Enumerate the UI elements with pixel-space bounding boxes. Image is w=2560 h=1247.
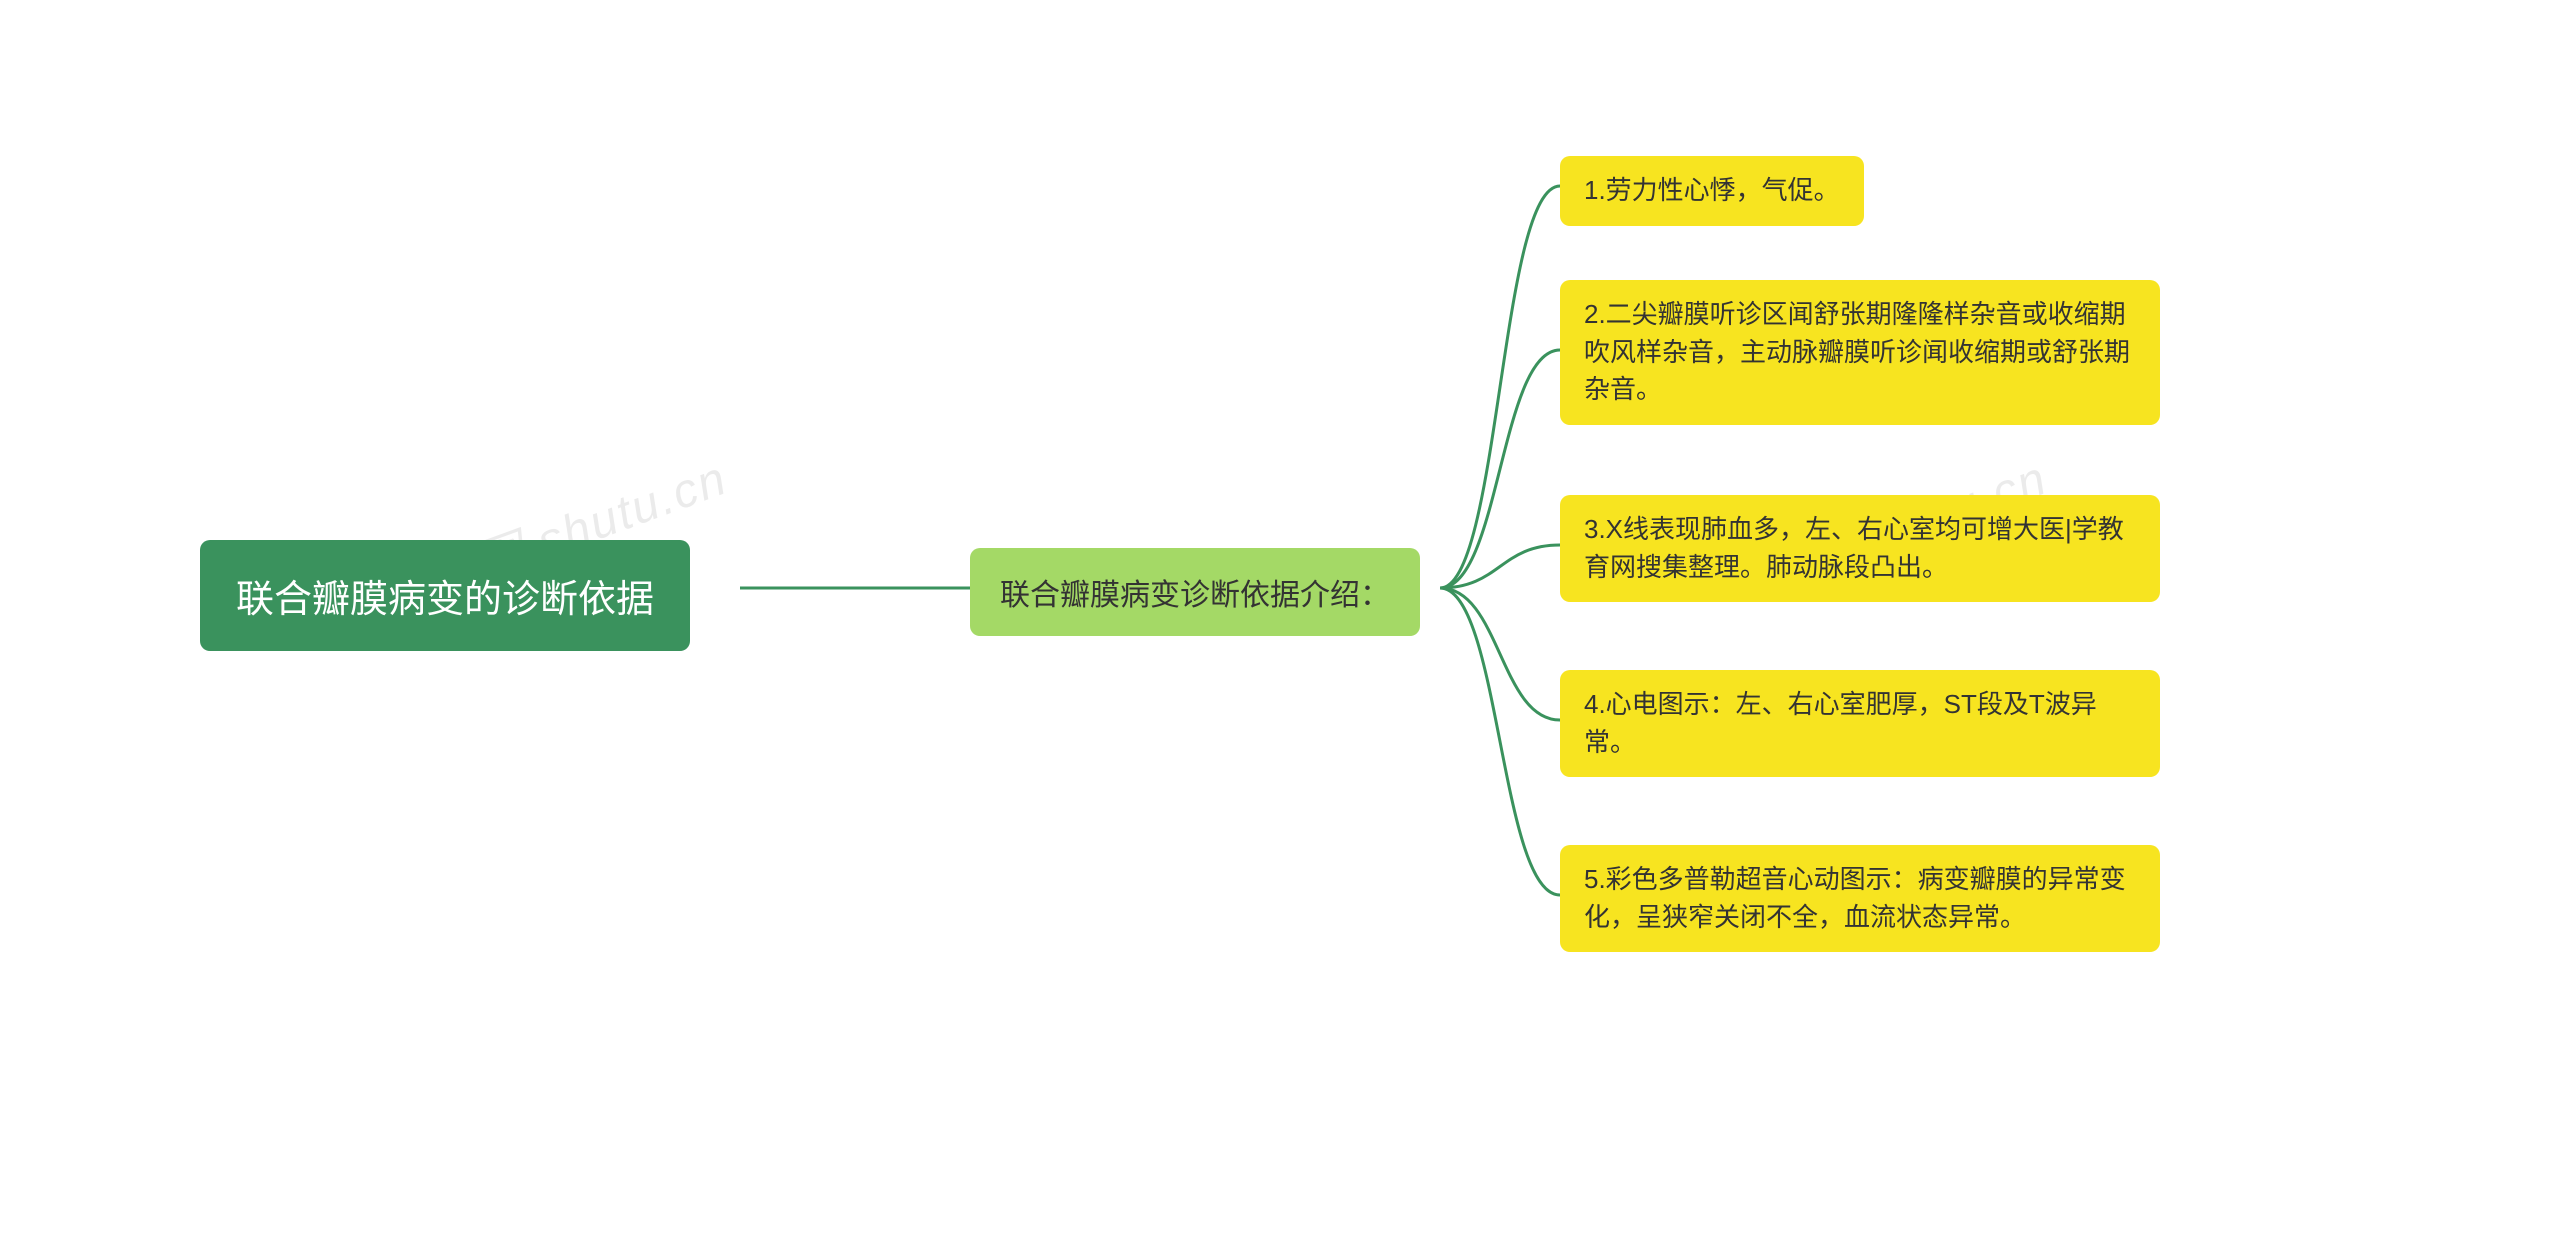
connector-l1-leaf0: [1440, 186, 1560, 588]
leaf-node-0[interactable]: 1.劳力性心悸，气促。: [1560, 156, 1864, 226]
leaf-node-1[interactable]: 2.二尖瓣膜听诊区闻舒张期隆隆样杂音或收缩期吹风样杂音，主动脉瓣膜听诊闻收缩期或…: [1560, 280, 2160, 425]
root-label: 联合瓣膜病变的诊断依据: [236, 568, 654, 623]
root-node[interactable]: 联合瓣膜病变的诊断依据: [200, 540, 690, 651]
leaf-node-3[interactable]: 4.心电图示：左、右心室肥厚，ST段及T波异常。: [1560, 670, 2160, 777]
leaf-node-4[interactable]: 5.彩色多普勒超音心动图示：病变瓣膜的异常变化，呈狭窄关闭不全，血流状态异常。: [1560, 845, 2160, 952]
leaf-label: 1.劳力性心悸，气促。: [1584, 172, 1840, 210]
mindmap-container: 树图 shutu.cn 树图 shutu.cn 联合瓣膜病变的诊断依据 联合瓣膜…: [0, 0, 2560, 1247]
leaf-label: 5.彩色多普勒超音心动图示：病变瓣膜的异常变化，呈狭窄关闭不全，血流状态异常。: [1584, 861, 2136, 936]
connector-l1-leaf1: [1440, 350, 1560, 588]
connector-l1-leaf4: [1440, 588, 1560, 895]
leaf-label: 3.X线表现肺血多，左、右心室均可增大医|学教育网搜集整理。肺动脉段凸出。: [1584, 511, 2136, 586]
connector-l1-leaf2: [1440, 545, 1560, 588]
leaf-node-2[interactable]: 3.X线表现肺血多，左、右心室均可增大医|学教育网搜集整理。肺动脉段凸出。: [1560, 495, 2160, 602]
level1-label: 联合瓣膜病变诊断依据介绍：: [1000, 570, 1390, 614]
connector-l1-leaf3: [1440, 588, 1560, 720]
leaf-label: 2.二尖瓣膜听诊区闻舒张期隆隆样杂音或收缩期吹风样杂音，主动脉瓣膜听诊闻收缩期或…: [1584, 296, 2136, 409]
level1-node[interactable]: 联合瓣膜病变诊断依据介绍：: [970, 548, 1420, 636]
leaf-label: 4.心电图示：左、右心室肥厚，ST段及T波异常。: [1584, 686, 2136, 761]
